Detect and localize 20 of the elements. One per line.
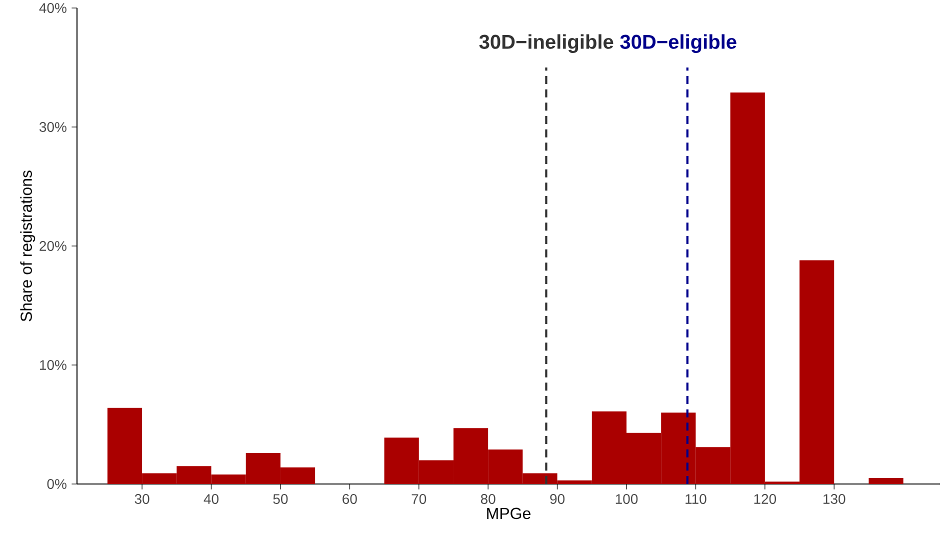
- x-tick-label: 90: [550, 494, 565, 504]
- x-tick-label: 80: [480, 494, 496, 504]
- y-tick-label: 20%: [40, 241, 66, 251]
- y-tick-label: 30%: [39, 122, 66, 132]
- ref-line-label: 30D−ineligible: [479, 34, 614, 53]
- x-tick-label: 70: [412, 494, 426, 504]
- x-tick-label: 50: [273, 494, 288, 504]
- x-tick-label: 60: [342, 494, 357, 504]
- x-tick-label: 100: [616, 494, 638, 504]
- ref-line-label: 30D−eligible: [620, 34, 736, 53]
- y-tick-label: 40%: [39, 3, 66, 13]
- x-tick-label: 40: [204, 494, 218, 504]
- y-axis-title: Share of registrations: [20, 170, 36, 322]
- x-tick-label: 120: [754, 494, 776, 504]
- x-tick-label: 30: [134, 494, 150, 504]
- x-tick-label: 130: [824, 494, 846, 504]
- x-tick-label: 110: [686, 494, 706, 504]
- y-tick-label: 10%: [40, 360, 66, 370]
- x-axis-title: MPGe: [487, 508, 530, 520]
- y-tick-label: 0%: [47, 479, 66, 489]
